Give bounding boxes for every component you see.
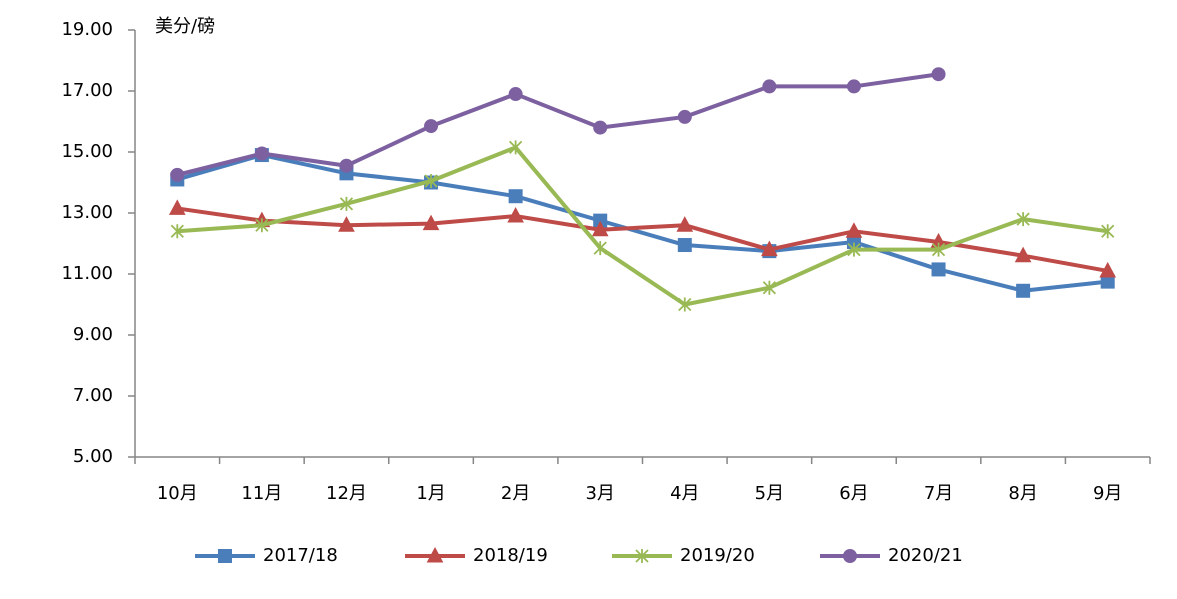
- marker: [847, 242, 861, 257]
- marker: [931, 242, 946, 257]
- marker: [1016, 212, 1030, 227]
- marker: [507, 206, 524, 223]
- legend-label: 2018/19: [473, 545, 548, 566]
- marker: [170, 224, 184, 239]
- legend-label: 2019/20: [680, 545, 755, 566]
- y-tick-label: 15.00: [61, 141, 113, 162]
- marker: [762, 280, 777, 295]
- marker: [591, 220, 609, 237]
- marker: [635, 549, 649, 563]
- marker: [1014, 246, 1032, 263]
- y-tick-label: 13.00: [61, 202, 113, 223]
- marker: [931, 67, 946, 82]
- marker: [508, 189, 523, 204]
- series: [170, 140, 1115, 312]
- marker: [339, 196, 354, 211]
- x-tick-label: 4月: [670, 483, 699, 504]
- marker: [761, 240, 778, 257]
- marker: [678, 297, 692, 312]
- marker: [1101, 224, 1115, 239]
- series: [170, 67, 946, 182]
- y-tick-label: 5.00: [73, 446, 113, 467]
- x-tick-label: 6月: [839, 483, 868, 504]
- y-axis-label: 美分/磅: [155, 16, 215, 37]
- marker: [593, 241, 607, 256]
- x-tick-label: 3月: [585, 483, 614, 504]
- marker: [593, 120, 608, 135]
- marker: [338, 216, 355, 232]
- marker: [424, 173, 438, 188]
- y-tick-label: 17.00: [61, 80, 113, 101]
- marker: [508, 87, 523, 102]
- marker: [1016, 283, 1031, 298]
- series-line: [176, 153, 1108, 293]
- marker: [508, 140, 523, 155]
- x-tick-label: 1月: [416, 483, 445, 504]
- marker: [676, 216, 694, 232]
- marker: [424, 119, 439, 134]
- marker: [168, 199, 186, 215]
- y-tick-label: 11.00: [61, 263, 113, 284]
- marker: [762, 79, 777, 94]
- x-tick-label: 11月: [241, 483, 282, 504]
- marker: [254, 146, 269, 161]
- marker: [843, 549, 857, 563]
- y-tick-label: 9.00: [73, 324, 113, 345]
- y-tick-label: 19.00: [61, 19, 113, 40]
- marker: [339, 158, 354, 173]
- series-line: [177, 145, 1108, 307]
- marker: [422, 214, 440, 231]
- x-tick-label: 10月: [157, 483, 198, 504]
- marker: [255, 218, 269, 233]
- legend-label: 2017/18: [263, 545, 338, 566]
- marker: [846, 79, 861, 94]
- legend-label: 2020/21: [888, 545, 963, 566]
- marker: [931, 262, 946, 277]
- marker: [677, 238, 692, 253]
- y-tick-label: 7.00: [73, 385, 113, 406]
- x-tick-label: 5月: [755, 483, 784, 504]
- x-tick-label: 7月: [924, 483, 953, 504]
- x-tick-label: 8月: [1008, 483, 1037, 504]
- x-tick-label: 2月: [501, 483, 530, 504]
- marker: [170, 167, 185, 182]
- marker: [426, 546, 444, 563]
- x-tick-label: 12月: [326, 483, 367, 504]
- x-tick-label: 9月: [1093, 483, 1122, 504]
- marker: [677, 109, 692, 124]
- marker: [845, 222, 863, 238]
- marker: [218, 549, 232, 563]
- marker: [1099, 261, 1117, 278]
- series-line: [176, 72, 939, 177]
